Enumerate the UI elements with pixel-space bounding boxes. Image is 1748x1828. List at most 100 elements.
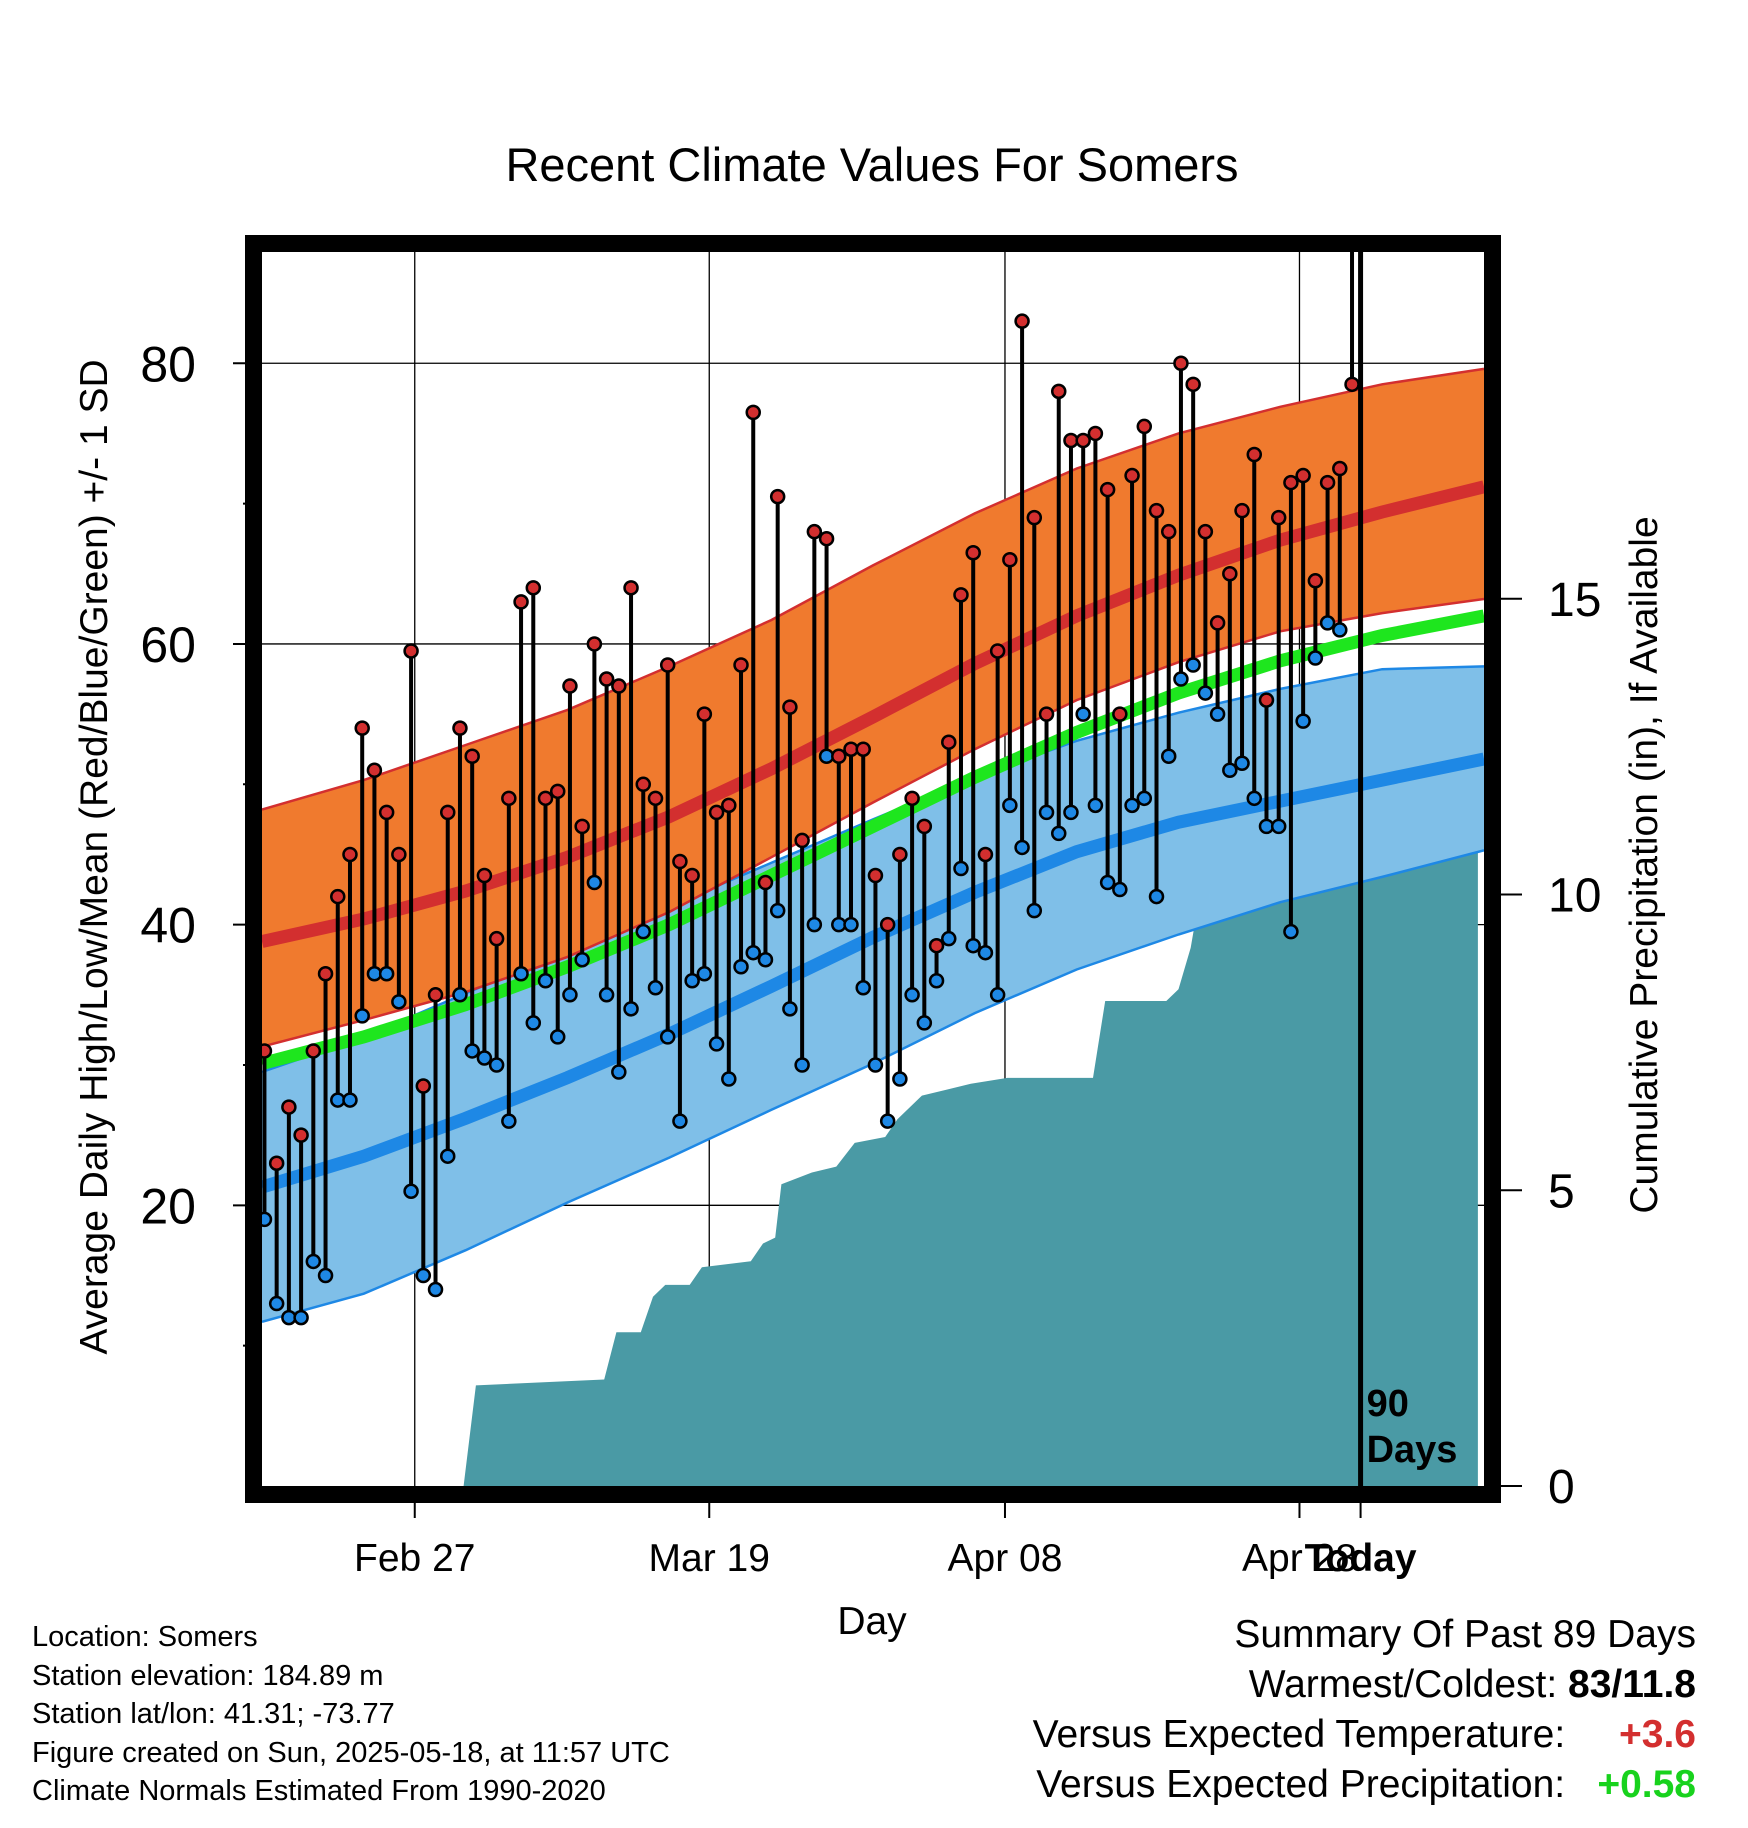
warmest-coldest-value: 83/11.8 [1568,1663,1696,1706]
observed-low-point [391,994,407,1010]
observed-high-point [1270,509,1287,526]
observed-low-point [916,1015,933,1031]
observed-high-point [782,699,798,715]
x-tick-label: Apr 28 [1242,1537,1357,1580]
observed-low-point [513,966,529,982]
x-tick-label: Apr 08 [948,1537,1063,1580]
observed-high-point [1136,418,1153,435]
y-tick-label: 80 [140,336,196,392]
observed-high-point [623,580,639,596]
observed-high-point [1319,474,1336,491]
observed-high-point [1026,509,1043,526]
plot-frame [245,235,1501,1503]
created-text: Figure created on Sun, 2025-05-18, at 11… [32,1736,670,1769]
location-text: Location: Somers [32,1621,258,1653]
observed-high-point [391,846,407,863]
observed-high-point [586,636,603,652]
observed-high-point [439,804,456,821]
observed-low-point [427,1281,444,1298]
y-axis-label: Average Daily High/Low/Mean (Red/Blue/Gr… [73,359,116,1354]
observed-low-point [293,1309,309,1326]
observed-high-point [684,867,700,884]
observed-low-point [879,1113,896,1129]
observed-high-point [476,867,493,884]
observed-low-point [562,987,578,1003]
observed-high-point [867,867,884,884]
observed-high-point [1112,706,1128,722]
observed-low-point [452,987,468,1003]
observed-high-point [342,846,358,863]
observed-high-point [855,741,871,757]
observed-low-point [1136,790,1153,807]
observed-low-point [757,951,774,968]
station-info: Location: Somers Station elevation: 184.… [32,1618,670,1811]
observed-low-point [1283,923,1299,940]
observed-high-point [513,594,529,610]
observed-high-point [879,916,896,933]
observed-low-point [354,1008,370,1024]
observed-high-point [501,790,517,807]
observed-high-point [916,818,933,835]
observed-low-point [1346,0,1359,7]
observed-high-point [262,1043,273,1059]
observed-low-point [635,923,652,940]
observed-high-point [806,523,823,540]
observed-high-point [317,966,334,982]
observed-high-point [733,657,749,673]
observed-low-point [867,1057,884,1073]
high-sd-band [262,368,1484,1047]
x-axis-label: Day [837,1600,907,1643]
warmest-coldest-row: Warmest/Coldest: 83/11.8 [1033,1660,1696,1710]
observed-low-point [806,916,823,933]
observed-low-point [415,1267,432,1284]
observed-low-point [525,1015,542,1031]
y2-tick-label: 5 [1548,1165,1575,1218]
observed-low-point [769,902,786,919]
observed-low-point [892,1071,908,1087]
observed-low-point [378,966,395,982]
observed-high-point [574,818,590,835]
y-tick-label: 20 [140,1178,196,1234]
observed-low-point [488,1057,505,1073]
observed-high-point [1258,692,1275,708]
precipitation-departure-value: +0.58 [1597,1763,1696,1806]
observed-low-point [696,966,713,982]
x-tick-label: Today [1305,1537,1417,1580]
observed-low-point [1124,797,1140,814]
observed-low-point [721,1071,737,1087]
plot-content [262,0,1484,1486]
observed-low-point [1173,671,1189,687]
observed-low-point [1234,755,1250,771]
observed-low-point [439,1148,456,1164]
observed-low-point [586,874,603,891]
observed-low-point [317,1267,334,1284]
observed-high-point [1283,474,1299,491]
observed-high-point [965,544,981,561]
observed-high-point [305,1043,322,1059]
precipitation-departure-label: Versus Expected Precipitation: [1036,1763,1566,1806]
observed-high-point [1038,706,1055,722]
observed-high-point [1295,467,1311,484]
observed-low-point [1222,762,1238,779]
observed-low-point [1099,874,1116,891]
observed-high-point [1344,376,1360,393]
observed-high-point [757,874,774,891]
observed-high-point [1234,502,1250,519]
observed-high-point [562,678,578,694]
y-tick-label: 60 [140,617,196,673]
x-tick-label: Mar 19 [649,1537,770,1580]
observed-low-point [672,1113,688,1129]
observed-low-point [342,1092,358,1108]
observed-high-point [330,888,346,905]
observed-low-point [708,1036,725,1052]
observed-low-point [1002,797,1018,814]
observed-high-point [1124,467,1140,484]
observed-low-point [1014,839,1030,856]
temperature-departure-value: +3.6 [1619,1713,1696,1756]
observed-low-point [782,1001,798,1017]
warmest-coldest-label: Warmest/Coldest: [1248,1663,1558,1706]
x-tick-label: Feb 27 [354,1537,475,1580]
observed-high-point [415,1078,432,1094]
